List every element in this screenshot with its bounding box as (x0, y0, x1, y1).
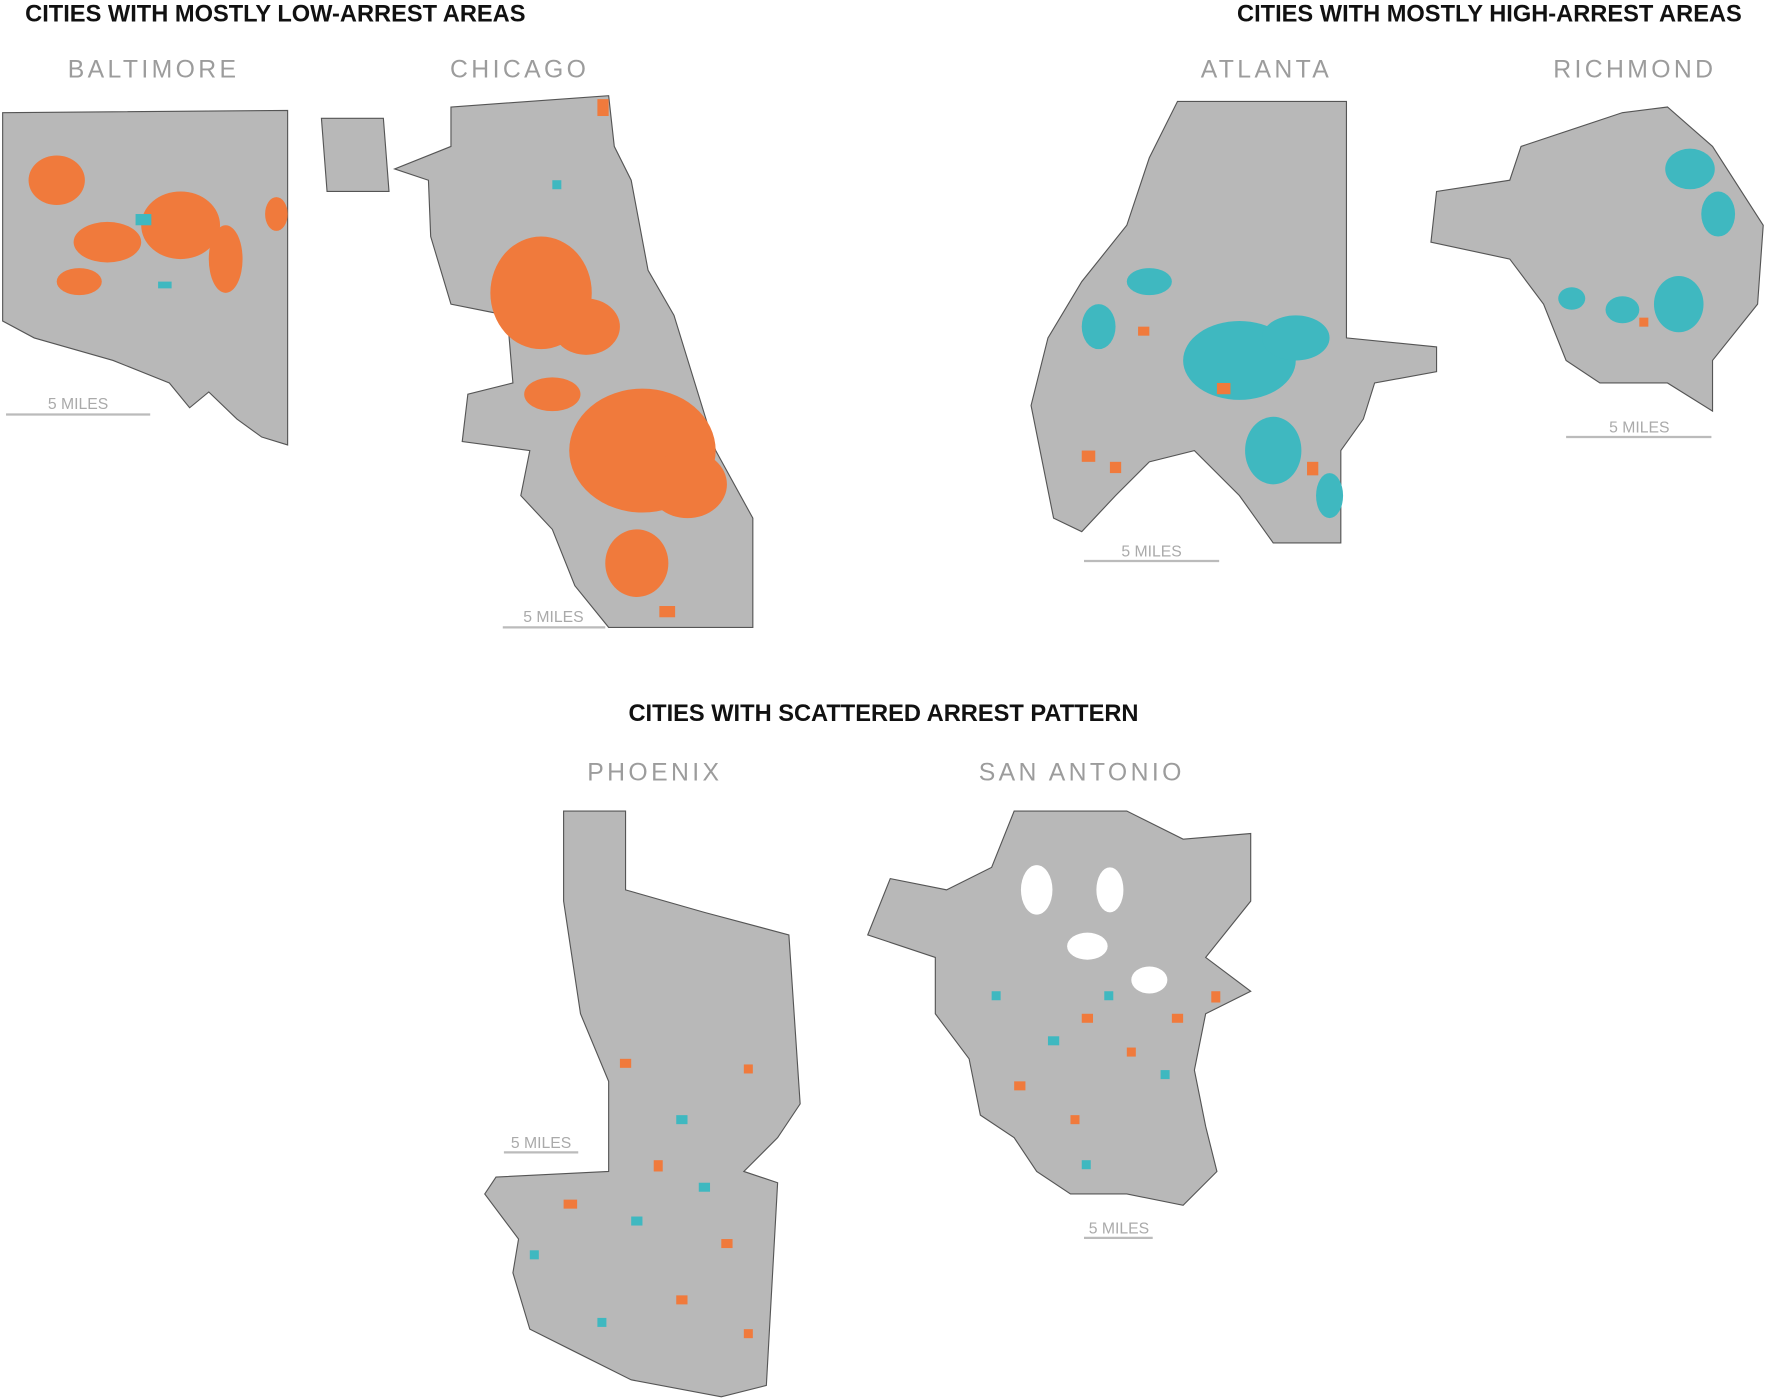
scale-label: 5 MILES (48, 396, 108, 413)
scale-label: 5 MILES (511, 1135, 571, 1152)
scale-label: 5 MILES (1121, 543, 1181, 560)
scale-label: 5 MILES (1609, 420, 1669, 437)
chicago-map: CHICAGO (320, 57, 754, 628)
phoenix-map: PHOENIX (484, 760, 801, 1398)
group-title: CITIES WITH MOSTLY HIGH-ARREST AREAS (1237, 1, 1742, 27)
scale-label: 5 MILES (1089, 1220, 1149, 1237)
city-name: ATLANTA (1201, 57, 1332, 84)
city-name: PHOENIX (587, 760, 722, 787)
richmond-map: RICHMOND (1430, 57, 1764, 413)
city-name: RICHMOND (1553, 57, 1716, 84)
city-name: SAN ANTONIO (979, 760, 1185, 787)
scale-label: 5 MILES (523, 609, 583, 626)
group-title: CITIES WITH MOSTLY LOW-ARREST AREAS (25, 1, 525, 27)
baltimore-map: BALTIMORE (2, 57, 289, 446)
city-name: CHICAGO (450, 57, 589, 84)
city-name: BALTIMORE (68, 57, 240, 84)
group-title: CITIES WITH SCATTERED ARREST PATTERN (628, 701, 1138, 727)
atlanta-map: ATLANTA (1030, 57, 1438, 544)
san-antonio-map: SAN ANTONIO (866, 760, 1252, 1206)
